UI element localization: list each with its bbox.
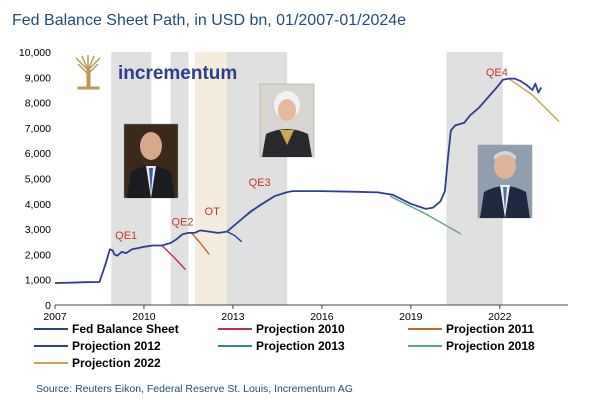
series-line-projection-2010 xyxy=(161,244,187,271)
legend-label: Projection 2010 xyxy=(256,322,345,336)
legend-item: Projection 2018 xyxy=(408,339,535,353)
axes: 0 1,000 2,000 3,000 4,000 5,000 6,000 7,000 8,00… xyxy=(19,47,568,323)
x-tick-label: 2019 xyxy=(399,311,423,323)
y-tick-label: 7,000 xyxy=(25,123,51,135)
y-tick-label: 6,000 xyxy=(25,148,51,160)
x-tick-label: 2016 xyxy=(310,311,334,323)
legend-item: Projection 2010 xyxy=(218,322,345,336)
portrait-powell xyxy=(477,144,533,219)
y-tick-label: 10,000 xyxy=(19,47,51,59)
incrementum-logo: incrementum xyxy=(70,55,237,93)
shaded-period-qe2 xyxy=(170,52,189,305)
portrait-bernanke xyxy=(123,123,179,199)
x-tick-label: 2010 xyxy=(132,311,156,323)
source-note: Source: Reuters Eikon, Federal Reserve S… xyxy=(36,383,353,395)
series-lines xyxy=(54,77,560,284)
legend-item: Projection 2012 xyxy=(34,339,161,353)
legend: Fed Balance Sheet Projection 2010 Projecti… xyxy=(34,322,535,370)
y-tick-label: 0 xyxy=(45,300,51,312)
series-line-projection-2018 xyxy=(389,195,462,235)
logo-text: incrementum xyxy=(118,63,237,84)
legend-item: Projection 2013 xyxy=(218,339,345,353)
y-tick-label: 1,000 xyxy=(25,275,51,287)
legend-item: Fed Balance Sheet xyxy=(34,322,179,336)
portrait-yellen xyxy=(259,83,315,158)
y-tick-label: 5,000 xyxy=(25,174,51,186)
y-tick-label: 2,000 xyxy=(25,249,51,261)
legend-label: Projection 2013 xyxy=(256,339,345,353)
legend-item: Projection 2022 xyxy=(34,356,161,370)
annotation-qe3: QE3 xyxy=(249,177,271,189)
legend-label: Projection 2011 xyxy=(446,322,534,336)
legend-label: Fed Balance Sheet xyxy=(72,322,179,336)
legend-label: Projection 2012 xyxy=(72,339,161,353)
series-line-fed-balance-sheet xyxy=(54,77,543,284)
annotation-ot: OT xyxy=(205,206,221,218)
annotation-qe2: QE2 xyxy=(172,216,194,228)
x-tick-label: 2007 xyxy=(43,311,67,323)
annotation-qe1: QE1 xyxy=(115,230,137,242)
shaded-period-ot xyxy=(194,52,232,305)
y-tick-label: 9,000 xyxy=(25,72,51,84)
series-line-projection-2012 xyxy=(226,230,243,243)
legend-item: Projection 2011 xyxy=(408,322,534,336)
legend-label: Projection 2022 xyxy=(72,356,161,370)
x-tick-label: 2013 xyxy=(221,311,245,323)
series-line-projection-2022 xyxy=(508,78,560,123)
period-annotations: QE1 QE2 OT QE3 QE4 xyxy=(115,67,508,242)
chart-title: Fed Balance Sheet Path, in USD bn, 01/20… xyxy=(12,12,406,29)
y-tick-label: 8,000 xyxy=(25,98,51,110)
legend-label: Projection 2018 xyxy=(446,339,535,353)
series-line-projection-2011 xyxy=(190,232,210,255)
tree-icon xyxy=(75,55,101,90)
y-tick-label: 3,000 xyxy=(25,224,51,236)
x-tick-label: 2022 xyxy=(488,311,512,323)
y-tick-label: 4,000 xyxy=(25,199,51,211)
annotation-qe4: QE4 xyxy=(486,67,508,79)
